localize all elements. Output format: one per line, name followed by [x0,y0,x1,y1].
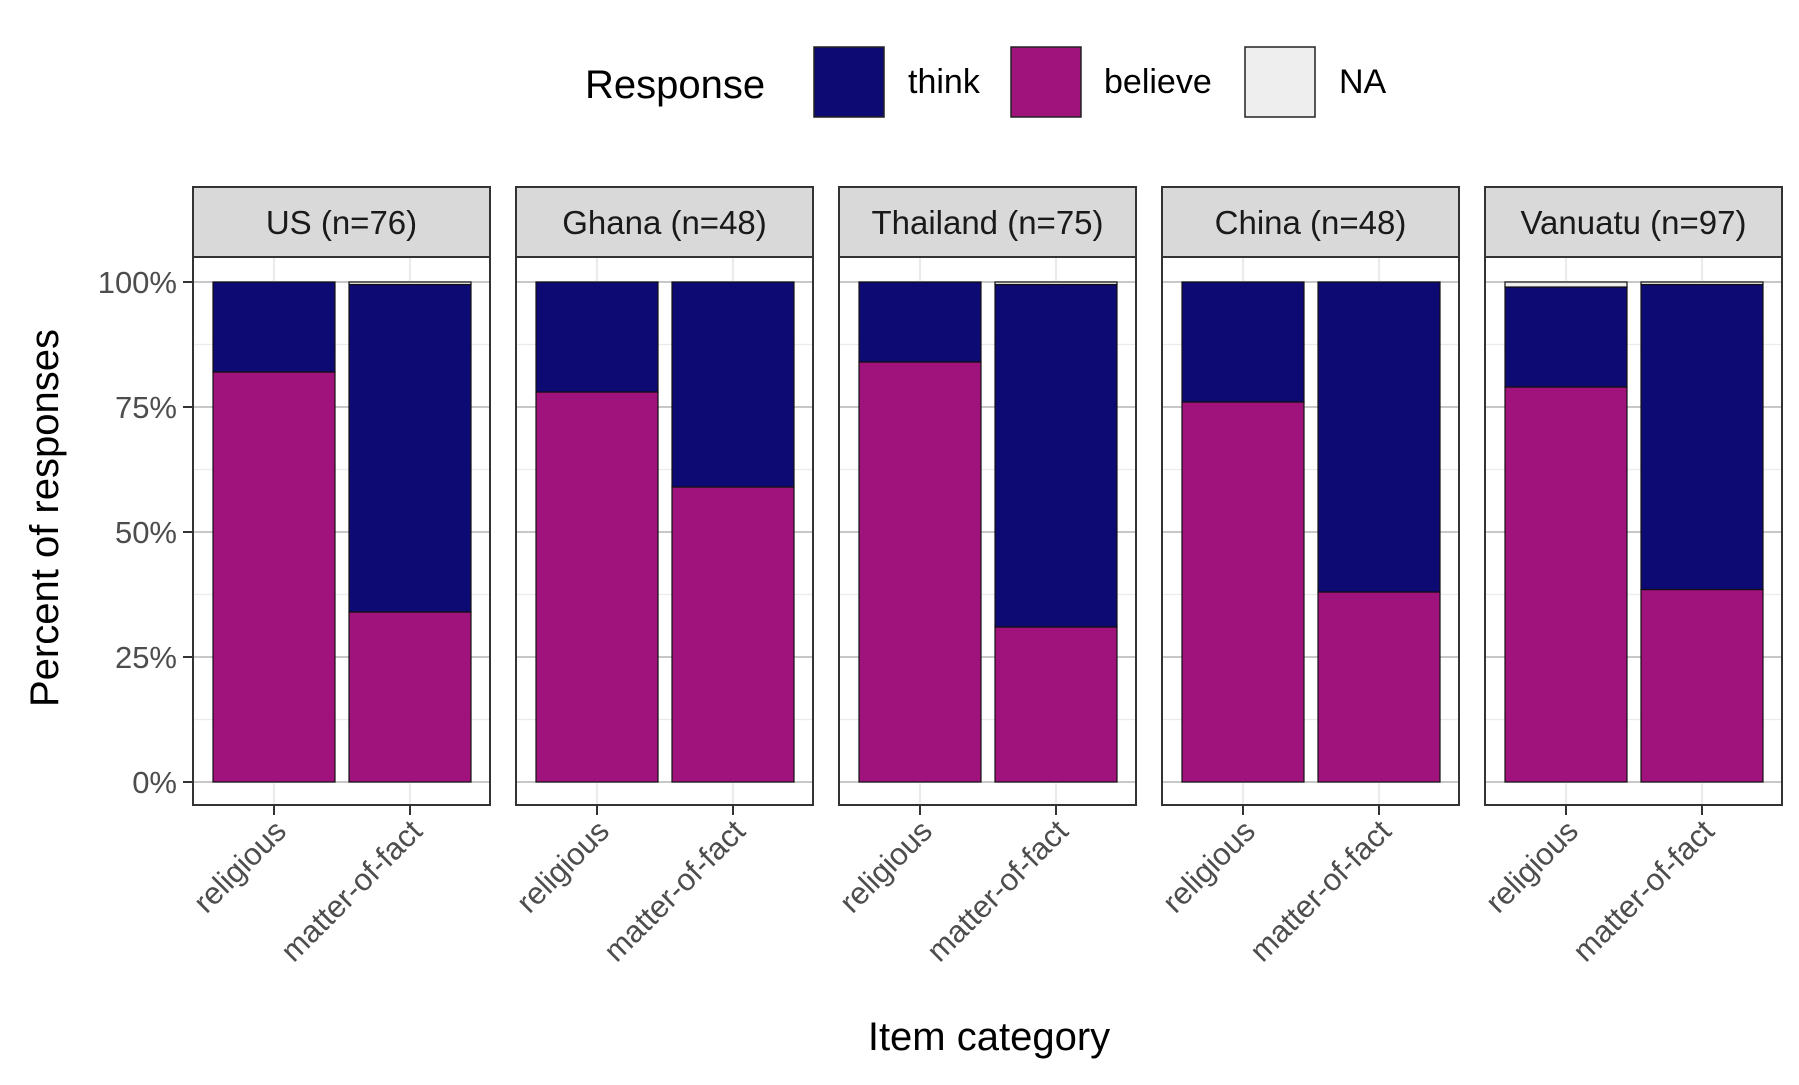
panel-border [1161,256,1460,806]
bar-segment-think [212,281,336,373]
facet-strip-label: Ghana (n=48) [562,204,767,241]
bar-segment-think [994,283,1118,628]
x-tick-label: religious [187,813,293,919]
axes: 0% 25% 50% 75% 100% [98,265,193,800]
x-tick-label: religious [1156,813,1262,919]
bar-segment-believe [671,486,795,783]
facet-strip-label: Thailand (n=75) [871,204,1103,241]
facet-strip-label: Vanuatu (n=97) [1521,204,1747,241]
legend-label-believe: believe [1104,63,1212,101]
bar-segment-think [1504,286,1628,388]
bar-segment-think [1181,281,1305,403]
y-tick-label: 75% [115,390,177,425]
y-tick-label: 0% [132,765,177,800]
legend-key-believe [1010,46,1082,118]
bar-segment-believe [212,371,336,783]
facet-strip [515,186,814,258]
x-tick-label: religious [1479,813,1585,919]
bar-segment-think [535,281,659,393]
y-tick-label: 25% [115,640,177,675]
legend-key-na [1244,46,1316,118]
bar-segment-think [1317,281,1441,593]
bar-segment-believe [1181,401,1305,783]
x-axis-title: Item category [868,1015,1110,1059]
bar-segment-believe [348,611,472,783]
bar-segment-believe [535,391,659,783]
facet-strip-label: US (n=76) [266,204,417,241]
facet-strip [1484,186,1783,258]
legend-label-think: think [908,63,981,101]
bar-segment-na [994,281,1118,286]
bar-segment-believe [1504,386,1628,783]
legend-label-na: NA [1339,63,1387,101]
legend-title: Response [585,63,765,107]
x-tick-label: matter-of-fact [597,813,752,968]
bar-segment-na [1640,281,1764,286]
facet-strip [838,186,1137,258]
bar-segment-believe [1317,591,1441,783]
panel-border [1484,256,1783,806]
y-tick-label: 50% [115,515,177,550]
bar-segment-think [671,281,795,488]
bar-segment-na [348,281,472,286]
panel-border [515,256,814,806]
legend: Response think believe NA [585,46,1387,118]
x-tick-label: religious [833,813,939,919]
x-tick-label: matter-of-fact [920,813,1075,968]
x-tick-label: matter-of-fact [1566,813,1721,968]
y-tick-label: 100% [98,265,177,300]
facet-strip [192,186,491,258]
facet-strip-label: China (n=48) [1215,204,1407,241]
x-tick-label: matter-of-fact [274,813,429,968]
y-axis-title: Percent of responses [23,329,67,707]
bar-segment-believe [1640,588,1764,783]
x-tick-label: religious [510,813,616,919]
bar-segment-na [1504,281,1628,288]
x-tick-label: matter-of-fact [1243,813,1398,968]
bar-segment-think [858,281,982,363]
bar-segment-think [1640,283,1764,591]
legend-key-think [813,46,885,118]
bar-segment-believe [858,361,982,783]
facet-strip [1161,186,1460,258]
panel-border [838,256,1137,806]
bar-segment-think [348,283,472,613]
bar-segment-believe [994,626,1118,783]
